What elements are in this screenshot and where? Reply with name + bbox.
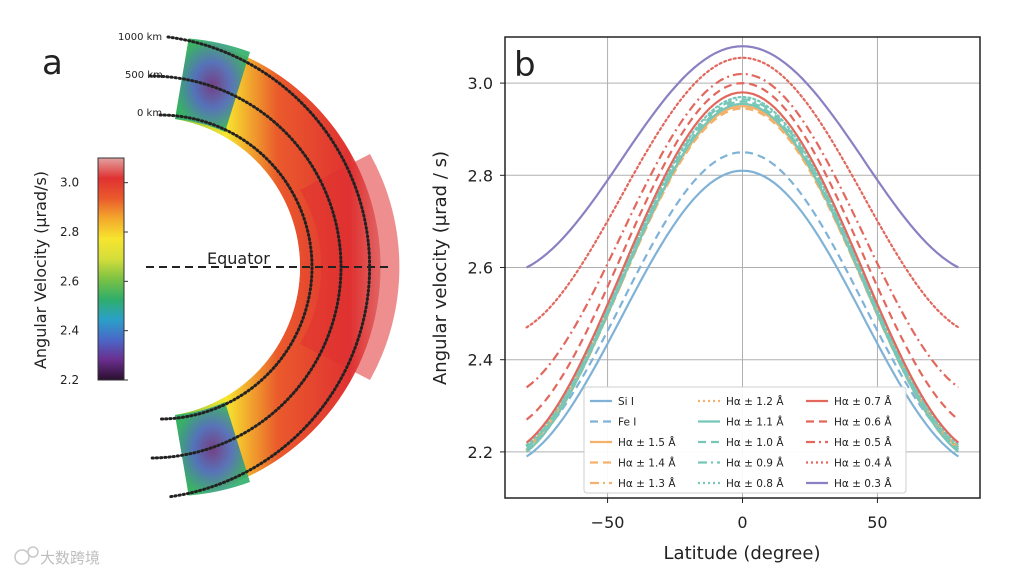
series-line xyxy=(525,72,960,389)
shell-fill xyxy=(175,38,381,496)
south-polar-patch xyxy=(175,402,250,496)
series-line xyxy=(526,45,959,269)
y-tick-label: 2.2 xyxy=(468,443,493,462)
series-line xyxy=(525,95,960,447)
axis-ticks: −50 0 50 2.2 2.4 2.6 2.8 3.0 xyxy=(468,74,888,532)
y-tick-label: 2.8 xyxy=(468,166,493,185)
legend-label: Hα ± 0.7 Å xyxy=(834,395,892,408)
height-label-0km: 0 km xyxy=(137,108,162,119)
watermark: 大数跨境 xyxy=(40,549,100,567)
legend-label: Si I xyxy=(618,396,634,408)
y-tick-label: 2.4 xyxy=(468,351,493,370)
series-line xyxy=(525,151,960,449)
height-label-1000km: 1000 km xyxy=(118,32,162,43)
series-line xyxy=(525,169,960,458)
panel-a-letter: a xyxy=(42,43,63,83)
legend-box xyxy=(583,386,907,494)
legend: Si I Fe I Hα ± 1.5 Å Hα ± 1.4 Å Hα ± 1.3 Å Hα… xyxy=(583,386,907,494)
boundary-500km xyxy=(148,74,343,460)
legend-label: Hα ± 1.1 Å xyxy=(726,416,784,429)
legend-label: Hα ± 0.9 Å xyxy=(726,457,784,470)
colorbar xyxy=(97,157,125,381)
colorbar-tick-label: 2.8 xyxy=(60,225,79,239)
series-line xyxy=(525,56,960,329)
watermark-logo xyxy=(14,546,39,565)
boundary-0km xyxy=(158,113,314,421)
colorbar-label: Angular Velocity (μrad/s) xyxy=(31,171,50,369)
series-line xyxy=(525,100,960,451)
equator-label: Equator xyxy=(207,249,270,268)
legend-label: Hα ± 1.5 Å xyxy=(618,436,676,449)
panel-b: −50 0 50 2.2 2.4 2.6 2.8 3.0 b Latitude (degree… xyxy=(430,36,981,564)
legend-items: Si I Fe I Hα ± 1.5 Å Hα ± 1.4 Å Hα ± 1.3 Å Hα… xyxy=(590,395,892,490)
legend-label: Hα ± 0.4 Å xyxy=(834,457,892,470)
legend-label: Fe I xyxy=(618,417,636,429)
y-axis-label: Angular velocity (μrad / s) xyxy=(430,151,451,385)
legend-label: Hα ± 1.0 Å xyxy=(726,436,784,449)
colorbar-tick-label: 2.6 xyxy=(60,274,79,288)
x-tick-label: 0 xyxy=(737,513,747,532)
equatorial-core-patch xyxy=(300,154,400,380)
y-tick-label: 3.0 xyxy=(468,74,493,93)
series-line xyxy=(525,91,960,444)
x-axis-label: Latitude (degree) xyxy=(664,543,821,564)
legend-label: Hα ± 0.5 Å xyxy=(834,436,892,449)
colorbar-ticks: 2.2 2.4 2.6 2.8 3.0 xyxy=(60,176,128,387)
legend-label: Hα ± 1.4 Å xyxy=(618,457,676,470)
legend-label: Hα ± 0.8 Å xyxy=(726,477,784,490)
colorbar-tick-label: 3.0 xyxy=(60,176,79,190)
colorbar-tick-label: 2.2 xyxy=(60,373,79,387)
x-tick-label: 50 xyxy=(867,513,887,532)
legend-label: Hα ± 1.2 Å xyxy=(726,395,784,408)
x-tick-label: −50 xyxy=(591,513,625,532)
rotation-shell xyxy=(146,35,400,499)
panel-b-letter: b xyxy=(514,45,536,85)
legend-label: Hα ± 0.6 Å xyxy=(834,416,892,429)
series-line xyxy=(525,81,960,421)
legend-label: Hα ± 0.3 Å xyxy=(834,477,892,490)
panel-a: a 1000 km 500 km 0 km Equator 2.22.42.62… xyxy=(31,32,400,499)
series-layer xyxy=(525,45,960,458)
colorbar-tick-label: 2.4 xyxy=(60,324,79,338)
y-tick-label: 2.6 xyxy=(468,259,493,278)
legend-label: Hα ± 1.3 Å xyxy=(618,477,676,490)
height-label-500km: 500 km xyxy=(125,70,163,81)
